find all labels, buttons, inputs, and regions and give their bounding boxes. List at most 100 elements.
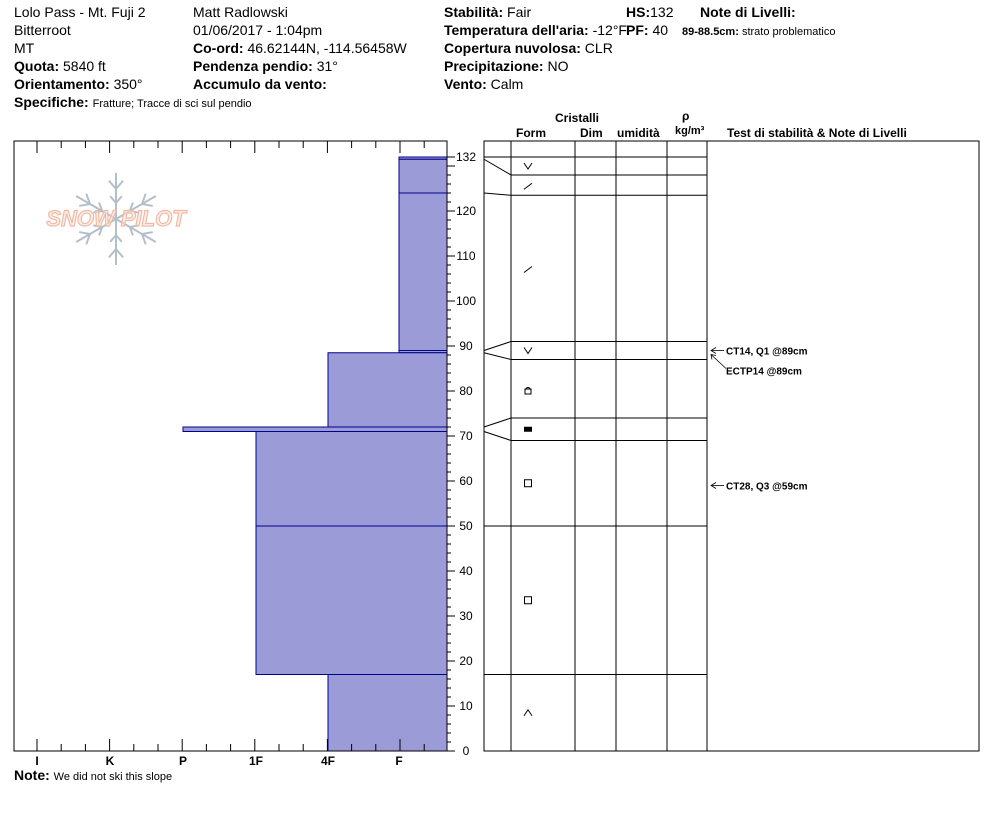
- grain-table-frame: [483, 140, 980, 752]
- depth-label: 0: [463, 744, 470, 758]
- hardness-label: 1F: [249, 754, 263, 768]
- hardness-label: 4F: [321, 754, 335, 768]
- grain-form-surface-hoar: [523, 347, 533, 355]
- grain-form-depth-hoar: [523, 708, 533, 717]
- site-name: Lolo Pass - Mt. Fuji 2: [14, 4, 146, 20]
- stability-tests: CT14, Q1 @89cm ECTP14 @89cm CT28, Q3 @59cm: [710, 347, 808, 493]
- grain-form-crust: [524, 426, 532, 432]
- cloud-label: Copertura nuvolosa:: [444, 40, 581, 56]
- flake-arm: [75, 195, 117, 220]
- depth-label: 30: [459, 609, 473, 623]
- specifics: Specifiche: Fratture; Tracce di sci sul …: [14, 94, 252, 112]
- hardness-label: K: [106, 754, 115, 768]
- decomposing-icon: [523, 182, 533, 190]
- snow-height: HS:132: [626, 4, 673, 20]
- test-arrow: [710, 353, 727, 369]
- grain-table: [483, 140, 980, 752]
- depth-label: 100: [456, 294, 476, 308]
- flake-branch: [93, 210, 103, 214]
- flake-branch: [141, 231, 153, 235]
- elevation-label: Quota:: [14, 58, 60, 74]
- flake-branch: [85, 193, 91, 205]
- layer-connector: [483, 158, 512, 176]
- grain-form-decomposing: [523, 266, 533, 273]
- state: MT: [14, 40, 35, 56]
- elevation: Quota: 5840 ft: [14, 58, 106, 74]
- form-header: Form: [516, 126, 546, 140]
- wind-loading: Accumulo da vento:: [193, 76, 327, 92]
- moisture-header: umidità: [617, 126, 660, 140]
- rounding-facets-icon: [524, 388, 532, 395]
- specifics-value: Fratture; Tracce di sci sul pendio: [92, 98, 252, 110]
- snowpilot-logo: SNOW PILOT: [46, 173, 188, 265]
- flake-branch: [141, 193, 147, 205]
- depth-label: 20: [459, 654, 473, 668]
- grain-form-rounding-facets: [524, 387, 532, 395]
- wind-loading-label: Accumulo da vento:: [193, 76, 327, 92]
- hardness-label: P: [179, 754, 187, 768]
- coord-value: 46.62144N, -114.56458W: [247, 40, 407, 56]
- depth-label: 60: [459, 474, 473, 488]
- wind: Vento: Calm: [444, 76, 523, 92]
- elevation-value: 5840 ft: [63, 58, 106, 74]
- test-arrow: [710, 347, 724, 354]
- flake-branch: [108, 248, 117, 259]
- arrow-head: [710, 347, 717, 354]
- stability: Stabilità: Fair: [444, 4, 531, 20]
- flake-branch: [115, 195, 123, 204]
- flake-branch: [128, 202, 134, 212]
- date-time: 01/06/2017 - 1:04pm: [193, 22, 323, 38]
- depth-label: 132: [456, 150, 476, 164]
- layer-note: 89-88.5cm: strato problematico: [682, 24, 835, 40]
- hardness-layer: [182, 426, 448, 432]
- rounding-facets-arc: [524, 387, 532, 391]
- layer-connector: [483, 341, 512, 351]
- precipitation: Precipitazione: NO: [444, 58, 568, 74]
- flake-branch: [129, 224, 139, 228]
- flake-branch: [141, 203, 153, 207]
- precip-value: NO: [547, 58, 569, 74]
- note-value: We did not ski this slope: [53, 771, 173, 783]
- depth-hoar-icon: [523, 708, 533, 717]
- arrow-head: [710, 353, 717, 360]
- test-label: CT28, Q3 @59cm: [726, 482, 808, 493]
- test-label: ECTP14 @89cm: [726, 367, 802, 378]
- flake-arm: [75, 218, 117, 243]
- density-unit-header: kg/m³: [675, 125, 705, 137]
- depth-label: 40: [459, 564, 473, 578]
- grain-form-surface-hoar: [523, 162, 533, 170]
- wind-label: Vento:: [444, 76, 487, 92]
- flake-branch: [115, 234, 123, 243]
- flake-branch: [128, 226, 134, 236]
- stability-value: Fair: [507, 4, 532, 20]
- flake-branch: [115, 179, 124, 190]
- hardness-layer: [255, 431, 448, 527]
- logo-text: SNOW PILOT: [46, 206, 187, 231]
- decomposing-icon: [523, 266, 533, 273]
- layer-note-text: strato problematico: [741, 26, 836, 38]
- flake-branch: [85, 233, 91, 245]
- layer-notes-title: Note di Livelli:: [700, 4, 796, 20]
- tests-header: Test di stabilità & Note di Livelli: [727, 126, 907, 140]
- rho-header: ρ: [682, 109, 690, 123]
- observer: Matt Radlowski: [193, 4, 288, 20]
- hardness-axis: I K P 1F 4F F: [35, 141, 425, 768]
- test-leader: [710, 354, 727, 369]
- hardness-label: F: [395, 754, 402, 768]
- pf-value: 40: [652, 22, 669, 38]
- aspect: Orientamento: 350°: [14, 76, 143, 92]
- test-arrow: [710, 482, 724, 489]
- coordinates: Co-ord: 46.62144N, -114.56458W: [193, 40, 407, 56]
- grain-form-facets: [524, 479, 532, 488]
- flake-branch: [109, 234, 117, 243]
- aspect-label: Orientamento:: [14, 76, 110, 92]
- depth-label: 90: [459, 339, 473, 353]
- depth-label: 50: [459, 519, 473, 533]
- flake-branch: [79, 231, 91, 235]
- hs-label: HS:: [626, 4, 651, 20]
- flake-branch: [93, 224, 103, 228]
- mountain-range: Bitterroot: [14, 22, 71, 38]
- layer-connector: [483, 417, 512, 428]
- depth-label: 70: [459, 429, 473, 443]
